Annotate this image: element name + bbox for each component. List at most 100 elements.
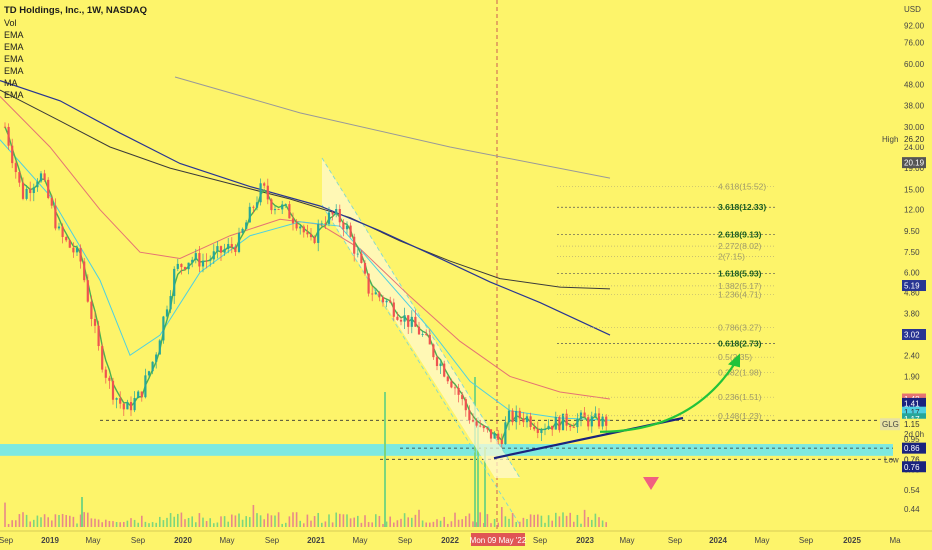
volume-bar — [11, 520, 13, 527]
volume-bar — [90, 518, 93, 527]
candle-body — [75, 247, 79, 253]
volume-bar — [324, 521, 327, 527]
candle-body — [507, 410, 511, 423]
volume-bars — [4, 377, 607, 527]
time-tick-label: May — [352, 536, 367, 545]
candle-body — [101, 346, 104, 370]
volume-bar — [515, 521, 517, 527]
indicator-ema-2[interactable]: EMA — [4, 42, 24, 52]
fib-level-label: 0.5(2.35) — [718, 352, 752, 362]
candle-body — [533, 426, 536, 430]
candle-body — [601, 416, 604, 427]
volume-bar — [155, 522, 157, 527]
volume-bar — [123, 521, 125, 527]
candle-body — [68, 240, 71, 248]
candle-body — [86, 280, 89, 302]
candle-body — [205, 260, 208, 262]
volume-bar — [277, 512, 280, 527]
descending-channel — [321, 157, 521, 526]
indicator-ema-4[interactable]: EMA — [4, 66, 24, 76]
volume-bar — [400, 518, 402, 527]
volume-bar — [389, 516, 391, 527]
candle-body — [11, 145, 14, 164]
indicator-ema-1[interactable]: EMA — [4, 30, 24, 40]
candle-body — [547, 425, 550, 430]
volume-bar — [252, 504, 255, 527]
price-tag-2-label: 5.19 — [904, 282, 920, 291]
volume-bar — [299, 520, 301, 527]
volume-bar — [357, 515, 359, 527]
candle-body — [173, 268, 176, 297]
candle-body — [486, 428, 489, 430]
price-axis[interactable]: 92.00 76.00 60.00 48.00 38.00 30.00 24.00 19.00… — [880, 5, 926, 514]
candle-body — [396, 316, 399, 320]
candle-body — [443, 363, 446, 377]
volume-spike — [81, 497, 83, 527]
volume-bar — [403, 513, 406, 527]
volume-bar — [346, 514, 348, 527]
volume-bar — [162, 520, 165, 527]
fib-level-label: 2(7.15) — [718, 252, 745, 262]
time-axis[interactable]: Sep 2019 May Sep 2020 May Sep 2021 May Sep 2022 Mon… — [0, 530, 932, 546]
candle-body — [122, 403, 125, 410]
price-tick-label: 3.80 — [904, 310, 920, 319]
volume-bar — [573, 521, 575, 527]
candle-body — [126, 401, 129, 410]
volume-bar — [454, 512, 456, 527]
price-tag-8-label: 0.86 — [904, 444, 920, 453]
indicator-vol[interactable]: Vol — [4, 18, 17, 28]
volume-bar — [562, 512, 564, 527]
volume-bar — [36, 515, 39, 527]
time-tick-label: Sep — [0, 536, 14, 545]
volume-bar — [18, 514, 21, 527]
price-tag-1-badge — [902, 157, 926, 169]
candle-body — [158, 340, 161, 355]
candle-body — [529, 416, 532, 427]
candle-body — [392, 302, 395, 317]
candle-body — [241, 228, 244, 233]
candle-body — [511, 410, 514, 423]
candle-body — [468, 410, 471, 421]
candle-body — [18, 172, 21, 183]
indicator-ema-5[interactable]: EMA — [4, 90, 24, 100]
volume-bar — [281, 523, 283, 527]
volume-bar — [501, 507, 503, 527]
candle-body — [129, 401, 133, 411]
candle-body — [414, 316, 417, 327]
candle-body — [104, 369, 107, 378]
bar-countdown: 2d 0h — [904, 430, 924, 439]
volume-bar — [385, 521, 388, 527]
volume-bar — [450, 521, 453, 527]
fib-extension: 4.618(15.52) 3.618(12.33) 2.618(9.13) 2.272… — [557, 181, 775, 421]
candle-body — [133, 398, 136, 411]
candles — [3, 122, 608, 448]
candle-body — [572, 427, 575, 428]
high-label: High — [882, 135, 898, 144]
volume-bar — [529, 514, 532, 527]
price-tick-label: 76.00 — [904, 39, 925, 48]
volume-bar — [310, 520, 312, 527]
candle-body — [7, 126, 10, 146]
price-tick-label: 0.54 — [904, 486, 920, 495]
candle-body — [230, 244, 233, 248]
volume-bar — [101, 522, 103, 527]
price-tag-3-badge — [902, 329, 926, 341]
volume-bar — [317, 512, 319, 527]
candle-body — [165, 309, 169, 317]
candle-body — [245, 222, 248, 229]
indicator-ema-3[interactable]: EMA — [4, 54, 24, 64]
fib-level-label: 1.618(5.93) — [718, 268, 762, 278]
volume-bar — [205, 521, 208, 527]
volume-bar — [313, 516, 316, 527]
fib-level-label: 2.618(9.13) — [718, 229, 762, 239]
volume-bar — [418, 509, 420, 527]
volume-bar — [555, 512, 557, 527]
symbol-title[interactable]: TD Holdings, Inc., 1W, NASDAQ — [4, 5, 148, 16]
indicator-ma[interactable]: MA — [4, 78, 18, 88]
volume-bar — [580, 523, 582, 527]
volume-bar — [605, 522, 607, 527]
volume-bar — [61, 513, 64, 527]
time-tick-label: 2023 — [576, 536, 594, 545]
